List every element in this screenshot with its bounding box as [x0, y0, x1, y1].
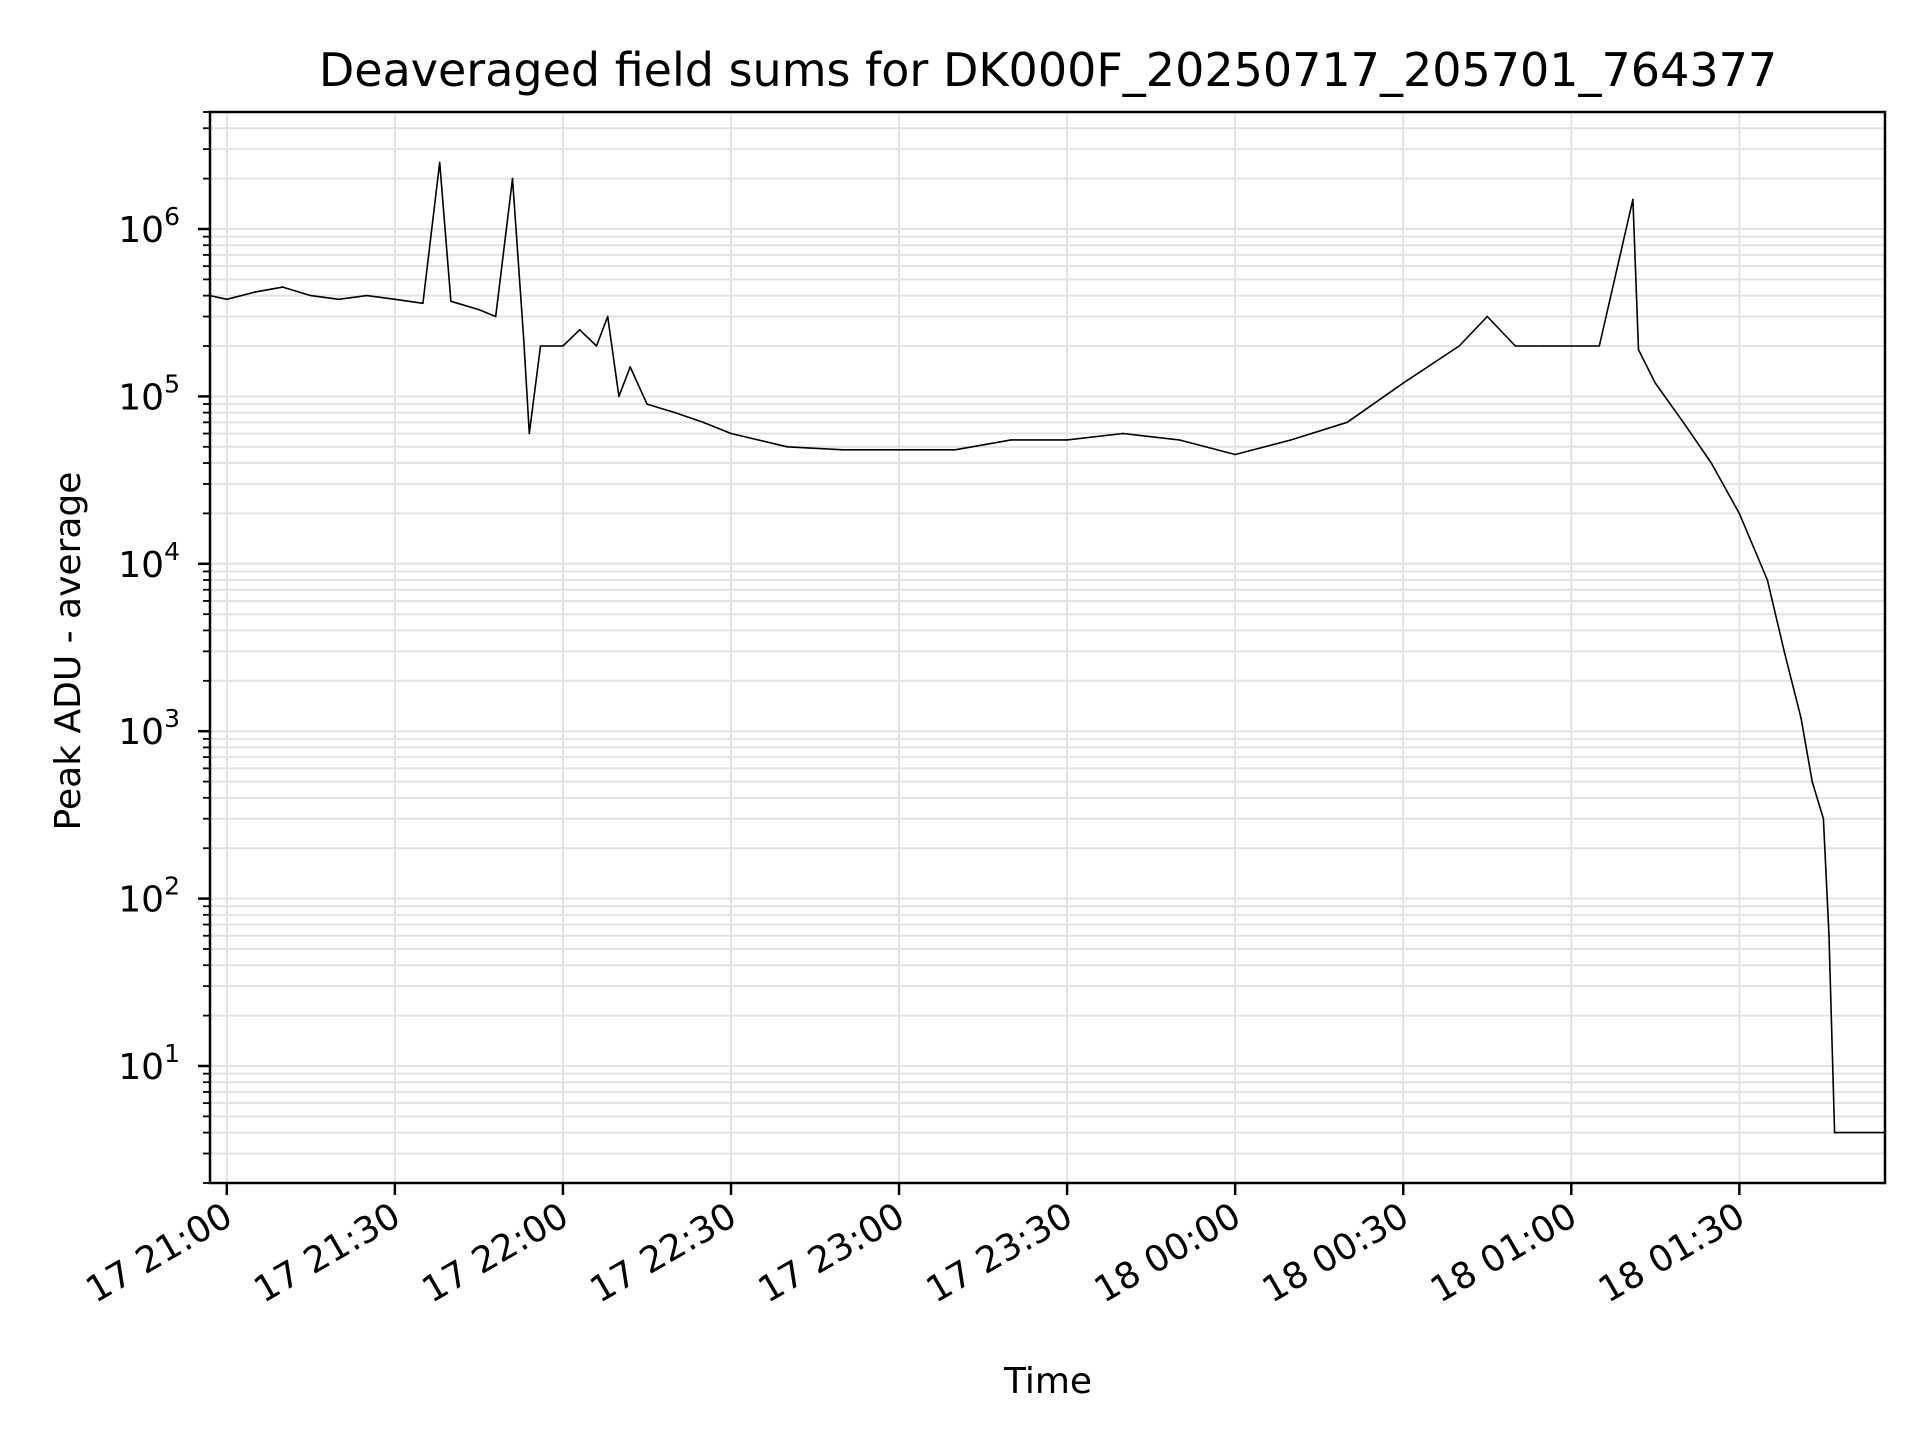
y-tick-label: 104	[118, 537, 180, 586]
data-point	[842, 449, 844, 451]
data-point	[702, 421, 704, 424]
data-point	[1800, 717, 1802, 719]
data-point	[1783, 650, 1785, 653]
data-point	[1178, 439, 1180, 441]
data-point	[422, 302, 424, 305]
x-tick-label: 17 21:30	[247, 1195, 407, 1311]
data-point	[1458, 345, 1460, 347]
x-tick-label: 17 22:00	[415, 1195, 575, 1311]
y-tick-exponent: 6	[164, 202, 180, 231]
y-tick-exponent: 3	[164, 704, 180, 733]
y-tick-label: 101	[118, 1039, 180, 1088]
data-point	[1290, 439, 1292, 441]
data-point	[1514, 345, 1517, 347]
y-tick-exponent: 2	[164, 872, 180, 901]
data-point	[898, 449, 900, 451]
data-point	[954, 449, 956, 451]
data-point	[1682, 421, 1685, 424]
data-point	[1833, 1131, 1836, 1134]
x-tick-label: 18 01:30	[1592, 1195, 1752, 1311]
data-point	[528, 432, 531, 435]
data-point	[1637, 348, 1640, 351]
x-tick-label: 17 23:30	[920, 1195, 1080, 1311]
data-point	[1598, 345, 1601, 347]
y-tick-label: 102	[118, 872, 180, 921]
x-tick-label: 17 23:00	[752, 1195, 912, 1311]
data-point	[1632, 198, 1634, 201]
y-tick-base: 10	[118, 210, 164, 251]
data-point	[629, 366, 631, 368]
y-tick-base: 10	[118, 377, 164, 418]
data-point	[674, 411, 676, 414]
data-series	[209, 161, 1886, 1134]
data-point	[1402, 382, 1404, 384]
data-point	[450, 300, 452, 303]
y-tick-exponent: 4	[164, 537, 180, 566]
y-tick-base: 10	[118, 712, 164, 753]
data-point	[282, 286, 284, 288]
data-point	[786, 446, 788, 448]
x-tick-label: 18 00:00	[1088, 1195, 1248, 1311]
data-point	[562, 345, 564, 347]
data-point	[1710, 462, 1713, 464]
x-tick-label: 18 01:00	[1424, 1195, 1584, 1311]
data-point	[539, 345, 542, 347]
y-tick-exponent: 1	[164, 1039, 180, 1068]
data-point	[1828, 934, 1830, 937]
data-point	[1738, 512, 1741, 515]
data-point	[1811, 780, 1813, 783]
data-point	[522, 338, 525, 340]
y-tick-exponent: 5	[164, 369, 180, 398]
data-point	[254, 291, 256, 293]
data-point	[646, 403, 648, 405]
data-point	[606, 315, 609, 318]
x-tick-label: 18 00:30	[1256, 1195, 1416, 1311]
y-tick-label: 106	[118, 202, 180, 251]
x-axis: 17 21:00 17 21:30 17 22:00 17 22:30 17 23:00…	[79, 1183, 1752, 1311]
data-point	[494, 315, 497, 318]
x-tick-label: 17 21:00	[79, 1195, 239, 1311]
data-point	[618, 395, 620, 398]
data-point	[394, 298, 396, 301]
y-axis-label: Peak ADU - average	[48, 472, 89, 831]
data-point	[478, 308, 480, 311]
data-point	[1346, 421, 1348, 424]
plot-frame	[208, 110, 1887, 1185]
y-tick-base: 10	[118, 545, 164, 586]
y-tick-base: 10	[118, 1047, 164, 1088]
chart-title: Deaveraged field sums for DK000F_2025071…	[319, 43, 1777, 97]
data-point	[1822, 817, 1825, 820]
x-axis-label: Time	[1003, 1361, 1092, 1402]
x-tick-label: 17 22:30	[584, 1195, 744, 1311]
data-point	[438, 161, 441, 164]
data-point	[511, 177, 514, 180]
data-point	[226, 298, 228, 301]
data-point	[1570, 345, 1573, 347]
data-point	[1234, 453, 1236, 456]
y-tick-label: 103	[118, 704, 180, 753]
data-point	[1066, 439, 1068, 441]
data-point	[578, 329, 581, 331]
grid-lines	[210, 111, 1885, 1184]
data-point	[730, 432, 732, 435]
data-point	[1122, 432, 1124, 435]
data-point	[1654, 382, 1657, 384]
y-tick-base: 10	[118, 880, 164, 921]
data-point	[310, 294, 312, 297]
data-point	[338, 298, 340, 301]
data-point	[595, 345, 598, 347]
data-point	[366, 294, 368, 297]
y-tick-label: 105	[118, 369, 180, 418]
data-point	[1542, 345, 1545, 347]
data-point	[1766, 579, 1769, 581]
data-point	[1010, 439, 1012, 441]
data-point	[1486, 315, 1489, 318]
